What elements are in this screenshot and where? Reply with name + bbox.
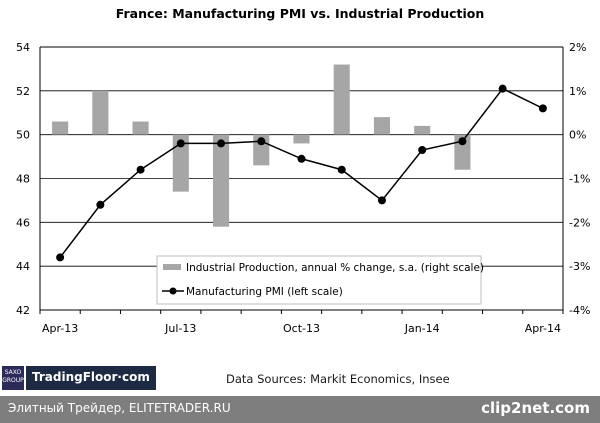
right-tick-label: 2% bbox=[569, 41, 586, 54]
left-tick-label: 44 bbox=[16, 260, 30, 273]
bar bbox=[172, 134, 189, 192]
pmi-point bbox=[176, 139, 185, 148]
bar bbox=[454, 134, 471, 170]
pmi-point bbox=[538, 104, 547, 113]
bar bbox=[212, 134, 230, 227]
pmi-point bbox=[217, 139, 226, 148]
legend-line-marker bbox=[169, 287, 177, 295]
legend-box bbox=[156, 255, 482, 305]
pmi-point bbox=[56, 253, 65, 262]
right-tick-label: -4% bbox=[569, 304, 590, 317]
pmi-point bbox=[337, 165, 346, 174]
pmi-point bbox=[418, 146, 427, 155]
right-tick-label: -2% bbox=[569, 216, 590, 229]
pmi-point bbox=[297, 154, 306, 163]
left-tick-label: 52 bbox=[16, 85, 30, 98]
bar bbox=[414, 125, 431, 135]
saxo-logo: SAXO GROUP bbox=[2, 366, 24, 390]
right-tick-label: -1% bbox=[569, 173, 590, 186]
x-tick-label: Jan-14 bbox=[404, 322, 440, 335]
bar bbox=[333, 64, 350, 135]
pmi-point bbox=[498, 84, 507, 93]
bar bbox=[293, 134, 310, 144]
left-tick-label: 54 bbox=[16, 41, 30, 54]
legend-bar-swatch bbox=[163, 264, 181, 270]
pmi-point bbox=[96, 200, 105, 209]
right-tick-label: 1% bbox=[569, 85, 586, 98]
x-tick-label: Jul-13 bbox=[164, 322, 196, 335]
x-tick-label: Apr-13 bbox=[42, 322, 78, 335]
left-tick-label: 42 bbox=[16, 304, 30, 317]
pmi-point bbox=[136, 165, 145, 174]
left-tick-label: 48 bbox=[16, 173, 30, 186]
tradingfloor-wordmark: TradingFloor·com bbox=[26, 366, 156, 390]
legend-bar-label: Industrial Production, annual % change, … bbox=[186, 262, 484, 274]
watermark-left-text: Элитный Трейдер, ELITETRADER.RU bbox=[8, 401, 231, 415]
right-tick-label: 0% bbox=[569, 129, 586, 142]
legend-line-label: Manufacturing PMI (left scale) bbox=[186, 286, 343, 298]
chart: France: Manufacturing PMI vs. Industrial… bbox=[16, 6, 590, 335]
line-series bbox=[56, 84, 547, 262]
x-tick-label: Oct-13 bbox=[283, 322, 320, 335]
bar bbox=[52, 121, 69, 135]
watermark-bar: Элитный Трейдер, ELITETRADER.RU clip2net… bbox=[0, 396, 600, 423]
pmi-point bbox=[377, 196, 386, 205]
bar bbox=[92, 90, 109, 135]
left-tick-label: 46 bbox=[16, 216, 30, 229]
bar bbox=[132, 121, 149, 135]
legend: Industrial Production, annual % change, … bbox=[156, 255, 484, 305]
pmi-point bbox=[257, 137, 266, 146]
axes: 42 44 46 48 50 52 54 -4% -3% -2% -1% 0% 1% 2% Apr-13 Ju… bbox=[16, 41, 590, 335]
chart-title: France: Manufacturing PMI vs. Industrial… bbox=[116, 6, 485, 21]
bar bbox=[373, 117, 391, 135]
watermark-right-text: clip2net.com bbox=[481, 399, 590, 417]
pmi-line bbox=[59, 87, 544, 258]
bar-series bbox=[52, 64, 471, 227]
right-tick-label: -3% bbox=[569, 260, 590, 273]
x-tick-label: Apr-14 bbox=[525, 322, 561, 335]
left-tick-label: 50 bbox=[16, 129, 30, 142]
tradingfloor-logo: SAXO GROUP TradingFloor·com bbox=[2, 366, 156, 390]
data-source-note: Data Sources: Markit Economics, Insee bbox=[226, 372, 450, 386]
pmi-point bbox=[458, 137, 467, 146]
